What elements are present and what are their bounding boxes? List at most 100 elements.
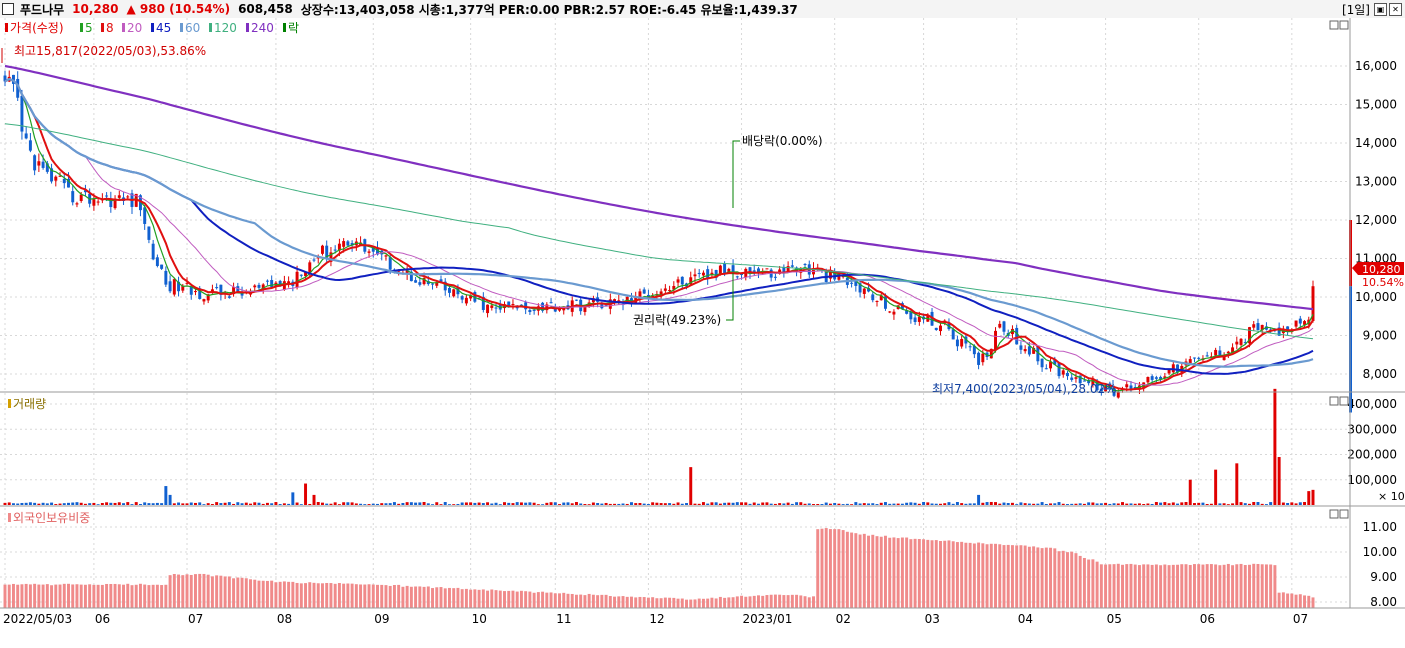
volume-bar [172,503,176,505]
foreign-bar [206,574,210,608]
x-tick-label: 05 [1107,612,1122,626]
candle-body [126,196,130,198]
foreign-bar [913,538,917,608]
volume-bar [1226,504,1230,505]
volume-bar [126,502,130,505]
volume-bar [155,502,159,505]
foreign-bar [761,595,765,608]
candle-body [1010,328,1014,335]
foreign-bar [350,583,354,608]
volume-bar [1137,503,1141,505]
volume-bar [1260,503,1264,505]
volume-bar [354,503,358,505]
foreign-bar [88,584,92,608]
checkbox-icon[interactable] [2,3,14,15]
volume-bar [1108,503,1112,505]
panel-max-icon[interactable] [1339,396,1349,406]
panel-max-icon[interactable] [1339,509,1349,519]
volume-bar [181,503,185,505]
foreign-bar [807,597,811,608]
candle-body [469,295,473,299]
foreign-bar [964,542,968,608]
candle-body [1171,364,1175,373]
volume-bar [663,503,667,505]
foreign-bar [900,537,904,608]
candle-body [532,309,536,311]
volume-bar [812,504,815,505]
y-tick-label: 10,000 [1355,290,1397,304]
foreign-bar [833,529,837,608]
candle-body [414,280,418,283]
foreign-bar [536,592,540,608]
foreign-bar [477,589,481,608]
candle-body [37,161,41,166]
period-label[interactable]: [1일] [1341,3,1370,17]
high-annotation: 최고15,817(2022/05/03),53.86% [1,44,206,63]
foreign-bar [723,597,727,608]
candle-body [574,299,578,301]
foreign-bar [1006,544,1010,608]
candle-body [257,284,261,288]
candle-body [913,317,917,322]
foreign-bar [164,584,168,608]
foreign-bar [1142,564,1146,608]
volume-bar [604,502,608,505]
panel-buttons[interactable] [1329,20,1349,519]
foreign-bar [566,593,570,608]
foreign-bar [574,594,578,608]
candle-body [210,289,214,293]
candle-body [680,276,684,285]
volume-bar [541,504,545,505]
foreign-bar [392,584,396,608]
foreign-bar [786,595,790,608]
volume-bar [1264,504,1268,505]
volume-bar [456,503,460,505]
candle-body [164,270,168,285]
volume-bar [1142,504,1146,505]
volume-bar [79,502,83,505]
volume-bar [909,502,913,505]
candle-body [409,271,413,282]
candle-body [1286,326,1290,332]
legend-ma-label: 60 [185,21,200,35]
candle-body [697,272,701,274]
close-icon[interactable]: ✕ [1389,3,1402,16]
candle-body [701,272,705,276]
foreign-bar [244,578,248,608]
panel-max-icon[interactable] [1339,20,1349,30]
volume-bar [1057,502,1061,505]
foreign-bar [320,583,324,608]
foreign-bar [363,584,367,608]
foreign-bar [376,584,379,608]
foreign-bar [1150,564,1154,608]
volume-bar [1277,457,1281,505]
volume-bar [1078,503,1082,505]
foreign-bar [143,584,147,608]
panel-min-icon[interactable] [1329,20,1339,30]
volume-bar [566,502,570,505]
volume-bar [994,502,998,505]
candle-body [1150,376,1154,380]
candle-body [261,284,265,289]
foreign-bar [583,595,587,608]
volume-bar [1036,503,1040,505]
candle-body [1087,380,1091,384]
candle-body [879,295,883,301]
foreign-bar [113,583,117,608]
volume-bar [782,503,786,505]
foreign-bar [494,590,498,608]
volume-bar [638,503,642,505]
volume-bar [799,502,803,505]
foreign-bar [439,587,443,608]
panel-min-icon[interactable] [1329,509,1339,519]
panel-min-icon[interactable] [1329,396,1339,406]
volume-bar [1074,503,1078,505]
foreign-bar [604,594,608,608]
window-toggle-icon[interactable]: ▣ [1374,3,1387,16]
y-tick-label: 15,000 [1355,98,1397,112]
foreign-bar [1112,564,1116,608]
candle-body [92,199,96,206]
stock-chart[interactable]: 16,00015,00014,00013,00012,00011,00010,0… [0,18,1405,648]
volume-bar [405,502,409,505]
foreign-bar [58,584,62,608]
